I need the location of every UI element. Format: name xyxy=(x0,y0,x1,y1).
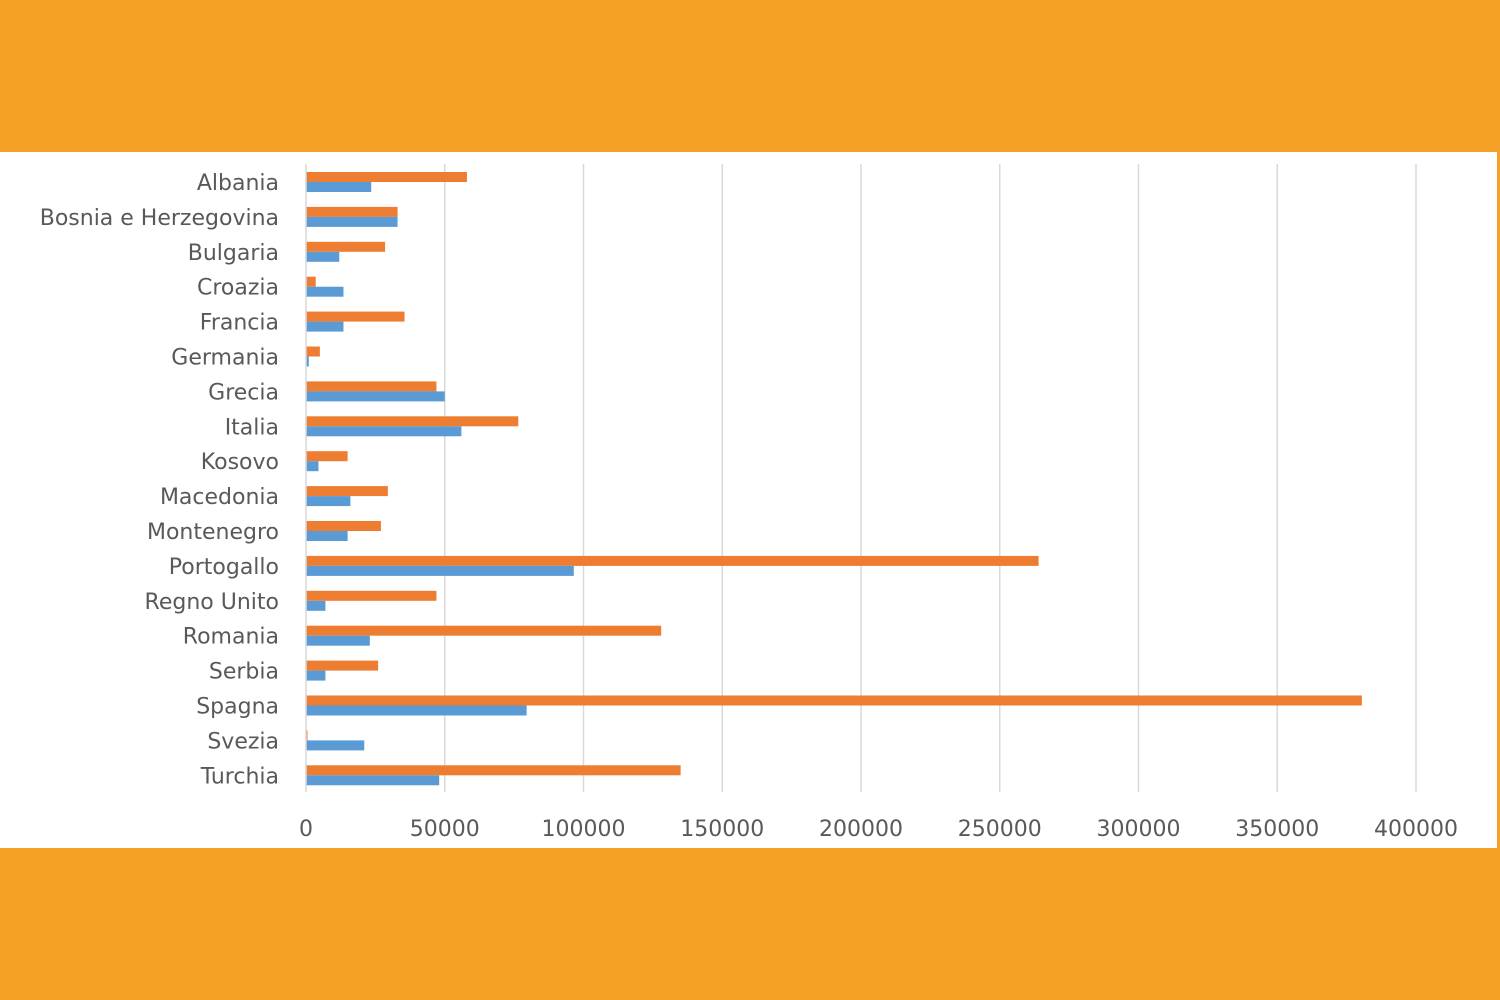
category-label-svezia: Svezia xyxy=(207,729,279,754)
bar-kosovo-series-1 xyxy=(306,451,348,462)
tick-label-200000: 200000 xyxy=(819,817,903,842)
bar-turchia-series-1 xyxy=(306,765,681,776)
gridlines xyxy=(444,164,1417,792)
bar-grecia-series-2 xyxy=(306,391,445,402)
bar-bulgaria-series-1 xyxy=(306,241,386,252)
bar-italia-series-1 xyxy=(306,416,519,427)
category-label-albania: Albania xyxy=(197,171,279,196)
bar-montenegro-series-1 xyxy=(306,521,381,531)
bar-regno-unito-series-2 xyxy=(306,600,326,611)
bar-portogallo-series-1 xyxy=(306,555,1039,566)
bar-albania-series-2 xyxy=(306,182,372,192)
category-label-francia: Francia xyxy=(200,311,279,336)
bar-albania-series-1 xyxy=(306,172,467,182)
bar-serbia-series-2 xyxy=(306,670,326,681)
category-labels: Albania Bosnia e Herzegovina Bulgaria Croaz… xyxy=(40,171,279,789)
bar-italia-series-2 xyxy=(306,426,462,437)
category-label-romania: Romania xyxy=(183,625,279,650)
category-label-regno-unito: Regno Unito xyxy=(145,590,279,615)
category-label-croazia: Croazia xyxy=(197,276,279,301)
tick-label-300000: 300000 xyxy=(1097,817,1181,842)
bar-francia-series-2 xyxy=(306,321,344,332)
bar-spagna-series-2 xyxy=(306,705,527,716)
category-label-italia: Italia xyxy=(225,415,279,440)
category-label-portogallo: Portogallo xyxy=(169,555,279,580)
tick-label-50000: 50000 xyxy=(410,817,480,842)
bar-portogallo-series-2 xyxy=(306,565,574,576)
bar-macedonia-series-1 xyxy=(306,486,388,497)
category-label-bosnia-e-herzegovina: Bosnia e Herzegovina xyxy=(40,206,279,231)
category-label-montenegro: Montenegro xyxy=(147,520,279,545)
chart-panel: Albania Bosnia e Herzegovina Bulgaria Croaz… xyxy=(0,152,1497,848)
bar-bulgaria-series-2 xyxy=(306,251,340,262)
bar-romania-series-2 xyxy=(306,635,370,646)
bar-turchia-series-2 xyxy=(306,775,440,786)
bar-grecia-series-1 xyxy=(306,381,437,392)
category-label-germania: Germania xyxy=(171,346,279,371)
tick-label-350000: 350000 xyxy=(1235,817,1319,842)
bar-germania-series-2 xyxy=(306,356,309,367)
bar-croazia-series-2 xyxy=(306,286,344,297)
bar-bosnia-e-herzegovina-series-2 xyxy=(306,216,398,227)
tick-label-400000: 400000 xyxy=(1374,817,1458,842)
category-label-turchia: Turchia xyxy=(200,764,279,789)
category-label-spagna: Spagna xyxy=(196,695,279,720)
bar-serbia-series-1 xyxy=(306,660,379,671)
bar-spagna-series-1 xyxy=(306,695,1362,706)
category-label-kosovo: Kosovo xyxy=(201,450,279,475)
tick-label-250000: 250000 xyxy=(958,817,1042,842)
category-label-grecia: Grecia xyxy=(208,380,279,405)
bar-kosovo-series-2 xyxy=(306,461,319,472)
bar-bosnia-e-herzegovina-series-1 xyxy=(306,206,398,217)
tick-label-150000: 150000 xyxy=(680,817,764,842)
bar-svezia-series-2 xyxy=(306,740,365,751)
bar-francia-series-1 xyxy=(306,311,405,322)
bar-montenegro-series-2 xyxy=(306,531,348,541)
category-label-macedonia: Macedonia xyxy=(160,485,279,510)
tick-label-0: 0 xyxy=(299,817,313,842)
bar-regno-unito-series-1 xyxy=(306,590,437,601)
value-tick-labels: 0 50000 100000 150000 200000 250000 300000 3500… xyxy=(299,817,1458,842)
tick-label-100000: 100000 xyxy=(542,817,626,842)
bar-macedonia-series-2 xyxy=(306,496,351,507)
bar-romania-series-1 xyxy=(306,625,662,636)
bar-germania-series-1 xyxy=(306,346,320,357)
bar-chart: Albania Bosnia e Herzegovina Bulgaria Croaz… xyxy=(40,164,1458,842)
bars xyxy=(306,172,1362,786)
category-label-bulgaria: Bulgaria xyxy=(188,241,279,266)
bar-croazia-series-1 xyxy=(306,276,316,287)
category-label-serbia: Serbia xyxy=(209,660,279,685)
